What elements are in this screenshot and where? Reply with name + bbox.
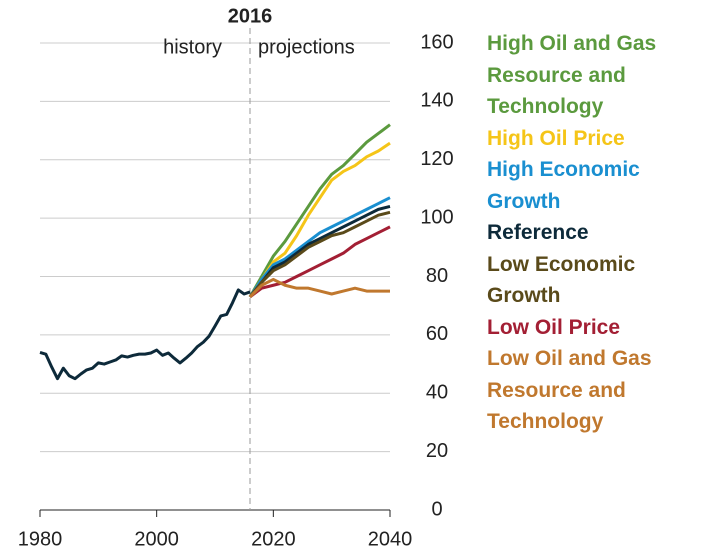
legend-entry: Low Economic Growth bbox=[487, 252, 636, 308]
x-tick-label: 2020 bbox=[251, 528, 296, 550]
series-line bbox=[248, 210, 391, 298]
y-tick-label: 0 bbox=[431, 498, 442, 520]
legend: High Oil and Gas Resource and Technology… bbox=[487, 28, 697, 438]
legend-entry: Low Oil Price bbox=[487, 315, 621, 339]
y-tick-label: 100 bbox=[420, 206, 453, 228]
legend-entry: Reference bbox=[487, 221, 589, 244]
divider-label: 2016 bbox=[228, 5, 273, 27]
annotation: history bbox=[163, 36, 222, 58]
y-tick-label: 120 bbox=[420, 148, 453, 170]
x-tick-label: 1980 bbox=[18, 528, 63, 550]
series-line bbox=[248, 196, 391, 298]
y-tick-label: 20 bbox=[426, 440, 448, 462]
y-tick-label: 160 bbox=[420, 31, 453, 53]
series-line bbox=[249, 225, 391, 299]
series-line bbox=[248, 204, 391, 298]
legend-entry: High Economic Growth bbox=[487, 158, 640, 213]
series-line bbox=[248, 277, 390, 298]
series-line bbox=[39, 288, 251, 381]
y-tick-label: 140 bbox=[420, 90, 453, 112]
series-line bbox=[248, 141, 391, 298]
legend-entry: High Oil and Gas Resource and Technology bbox=[487, 32, 657, 118]
y-tick-label: 40 bbox=[426, 382, 448, 404]
y-tick-label: 60 bbox=[426, 323, 448, 345]
annotation: projections bbox=[258, 36, 355, 58]
y-tick-label: 80 bbox=[426, 265, 448, 287]
series-line bbox=[248, 123, 391, 298]
legend-entry: High Oil Price bbox=[487, 126, 625, 150]
legend-entry: Low Oil and Gas Resource and Technology bbox=[487, 347, 652, 433]
x-tick-label: 2000 bbox=[134, 528, 179, 550]
x-tick-label: 2040 bbox=[368, 528, 413, 550]
